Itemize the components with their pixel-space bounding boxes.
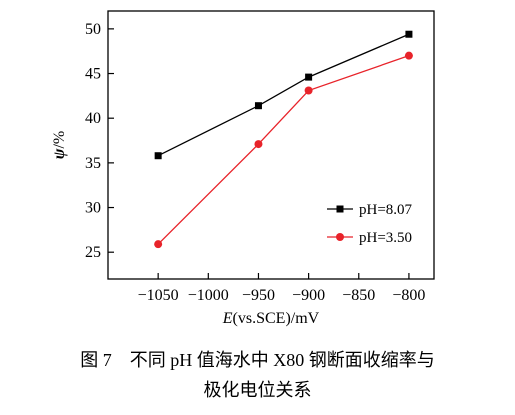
data-point-marker (404, 51, 413, 60)
y-tick-label: 40 (85, 110, 101, 127)
y-axis-title: ψ/% (51, 131, 68, 159)
y-tick-label: 35 (85, 155, 101, 172)
data-point-marker (405, 30, 413, 38)
legend-marker (336, 233, 344, 241)
plot-frame (107, 10, 435, 280)
legend: pH=8.07 pH=3.50 (327, 202, 413, 246)
series-line-1 (157, 55, 410, 245)
y-tick-label: 45 (85, 66, 101, 83)
x-axis-title-symbol: E (222, 310, 233, 327)
y-tick-label: 30 (85, 200, 101, 217)
x-tick-label: −950 (242, 287, 275, 304)
x-tick-label: −800 (392, 287, 425, 304)
x-tick-label: −850 (342, 287, 375, 304)
axes: −1050 −1000 −950 −900 −850 −800 25 30 35 40 45 50 (85, 10, 435, 304)
legend-label: pH=3.50 (359, 230, 412, 246)
x-axis-title-unit: (vs.SCE)/mV (233, 310, 320, 327)
y-tick-label: 50 (85, 21, 101, 38)
series-line-0 (157, 33, 410, 157)
x-tick-label: −900 (292, 287, 325, 304)
legend-marker (336, 205, 344, 213)
data-point-marker (154, 152, 162, 160)
figure-caption-line-1: 图 7 不同 pH 值海水中 X80 钢断面收缩率与 (80, 350, 435, 370)
data-point-marker (254, 102, 262, 110)
legend-label: pH=8.07 (359, 202, 413, 218)
data-point-marker (304, 86, 313, 95)
x-tick-label: −1050 (138, 287, 179, 304)
x-axis-ticks: −1050 −1000 −950 −900 −850 −800 (138, 273, 425, 304)
y-axis-title-unit: /% (51, 131, 68, 149)
data-point-marker (154, 240, 163, 249)
x-tick-label: −1000 (188, 287, 229, 304)
data-point-marker (254, 140, 263, 149)
x-axis-title: E(vs.SCE)/mV (222, 310, 320, 327)
figure-caption-line-2: 极化电位关系 (203, 380, 312, 400)
series-layer (154, 30, 413, 249)
y-tick-label: 25 (85, 244, 101, 261)
data-point-marker (305, 73, 313, 81)
y-axis-title-symbol: ψ (51, 148, 68, 159)
y-axis-ticks: 25 30 35 40 45 50 (85, 21, 114, 261)
